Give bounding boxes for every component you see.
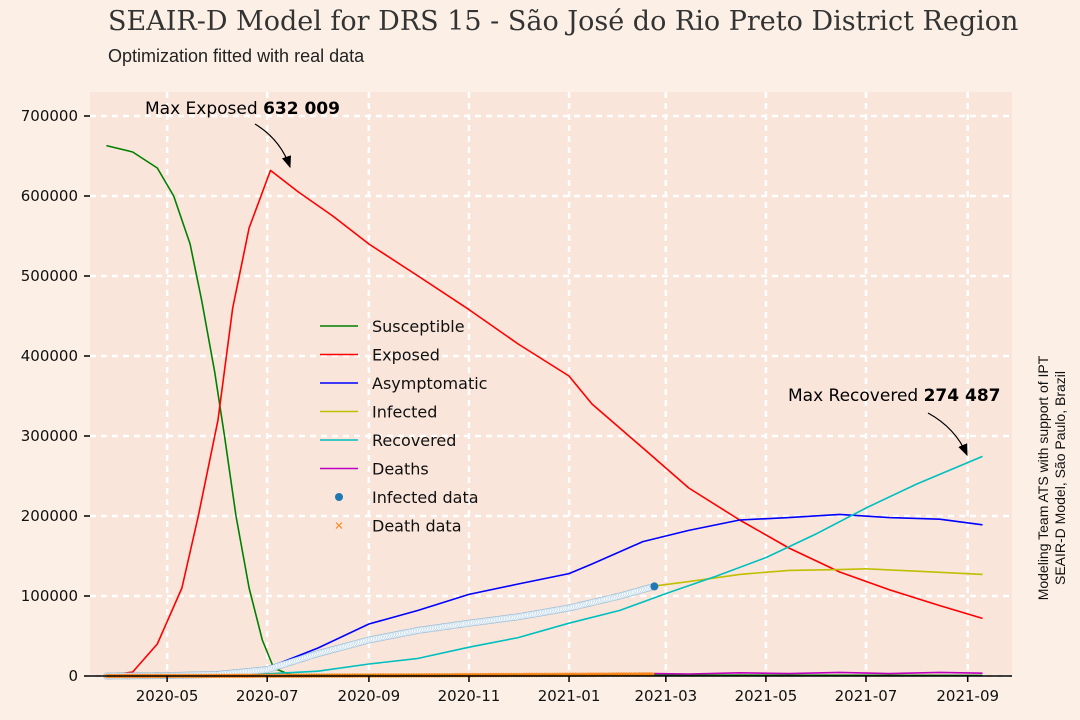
- annotation-value: 274 487: [924, 386, 1001, 406]
- axes: 2020-05 2020-07 2020-09 2020-11 2021-01 2021-…: [21, 107, 1012, 705]
- y-tick-label: 600000: [21, 187, 78, 205]
- series-layer: [102, 144, 983, 680]
- legend-label-death-data: Death data: [372, 517, 462, 536]
- legend-swatch: [335, 493, 343, 501]
- legend-label-exposed: Exposed: [372, 346, 440, 365]
- y-tick-label: 400000: [21, 347, 78, 365]
- plot-area: [90, 92, 1012, 676]
- legend-label-asymptomatic: Asymptomatic: [372, 374, 487, 393]
- x-tick-label: 2020-07: [236, 687, 299, 705]
- grid: [90, 92, 1012, 678]
- annotation-arrow: [927, 412, 968, 457]
- legend-swatch: [335, 522, 343, 529]
- y-tick-label: 500000: [21, 267, 78, 285]
- annotation-name: Max Exposed: [145, 99, 263, 119]
- chart-subtitle: Optimization fitted with real data: [108, 46, 365, 66]
- series-asymptomatic: [106, 513, 983, 677]
- legend-label-infected: Infected: [372, 403, 437, 422]
- chart-title: SEAIR-D Model for DRS 15 - São José do R…: [108, 6, 1019, 37]
- x-tick-label: 2020-05: [136, 687, 199, 705]
- x-tick-label: 2020-11: [438, 687, 501, 705]
- x-tick-label: 2021-03: [634, 687, 697, 705]
- x-tick-label: 2021-07: [835, 687, 898, 705]
- x-tick-label: 2021-01: [538, 687, 601, 705]
- y-tick-label: 100000: [21, 587, 78, 605]
- series-recovered: [106, 455, 983, 677]
- annotation-label: Max Recovered 274 487: [788, 386, 1000, 406]
- data-point-last: [650, 582, 659, 591]
- y-tick-label: 700000: [21, 107, 78, 125]
- legend-label-recovered: Recovered: [372, 431, 456, 450]
- y-tick-label: 300000: [21, 427, 78, 445]
- y-tick-label: 0: [68, 667, 78, 685]
- legend-label-susceptible: Susceptible: [372, 317, 465, 336]
- annotation-name: Max Recovered: [788, 386, 924, 406]
- series-deaths: [654, 671, 983, 675]
- x-tick-label: 2021-09: [936, 687, 999, 705]
- series-exposed: [106, 169, 983, 677]
- x-tick-label: 2021-05: [735, 687, 798, 705]
- annotation-arrow: [254, 123, 292, 169]
- series-infected: [650, 568, 983, 588]
- legend[interactable]: Susceptible Exposed Asymptomatic Infected Re…: [320, 317, 487, 536]
- annotations: Max Exposed 632 009 Max Recovered 274 487: [145, 99, 1000, 457]
- legend-label-deaths: Deaths: [372, 460, 429, 479]
- annotation-value: 632 009: [263, 99, 340, 119]
- y-tick-label: 200000: [21, 507, 78, 525]
- annotation-label: Max Exposed 632 009: [145, 99, 340, 119]
- x-tick-label: 2020-09: [338, 687, 401, 705]
- legend-label-infected-data: Infected data: [372, 488, 479, 507]
